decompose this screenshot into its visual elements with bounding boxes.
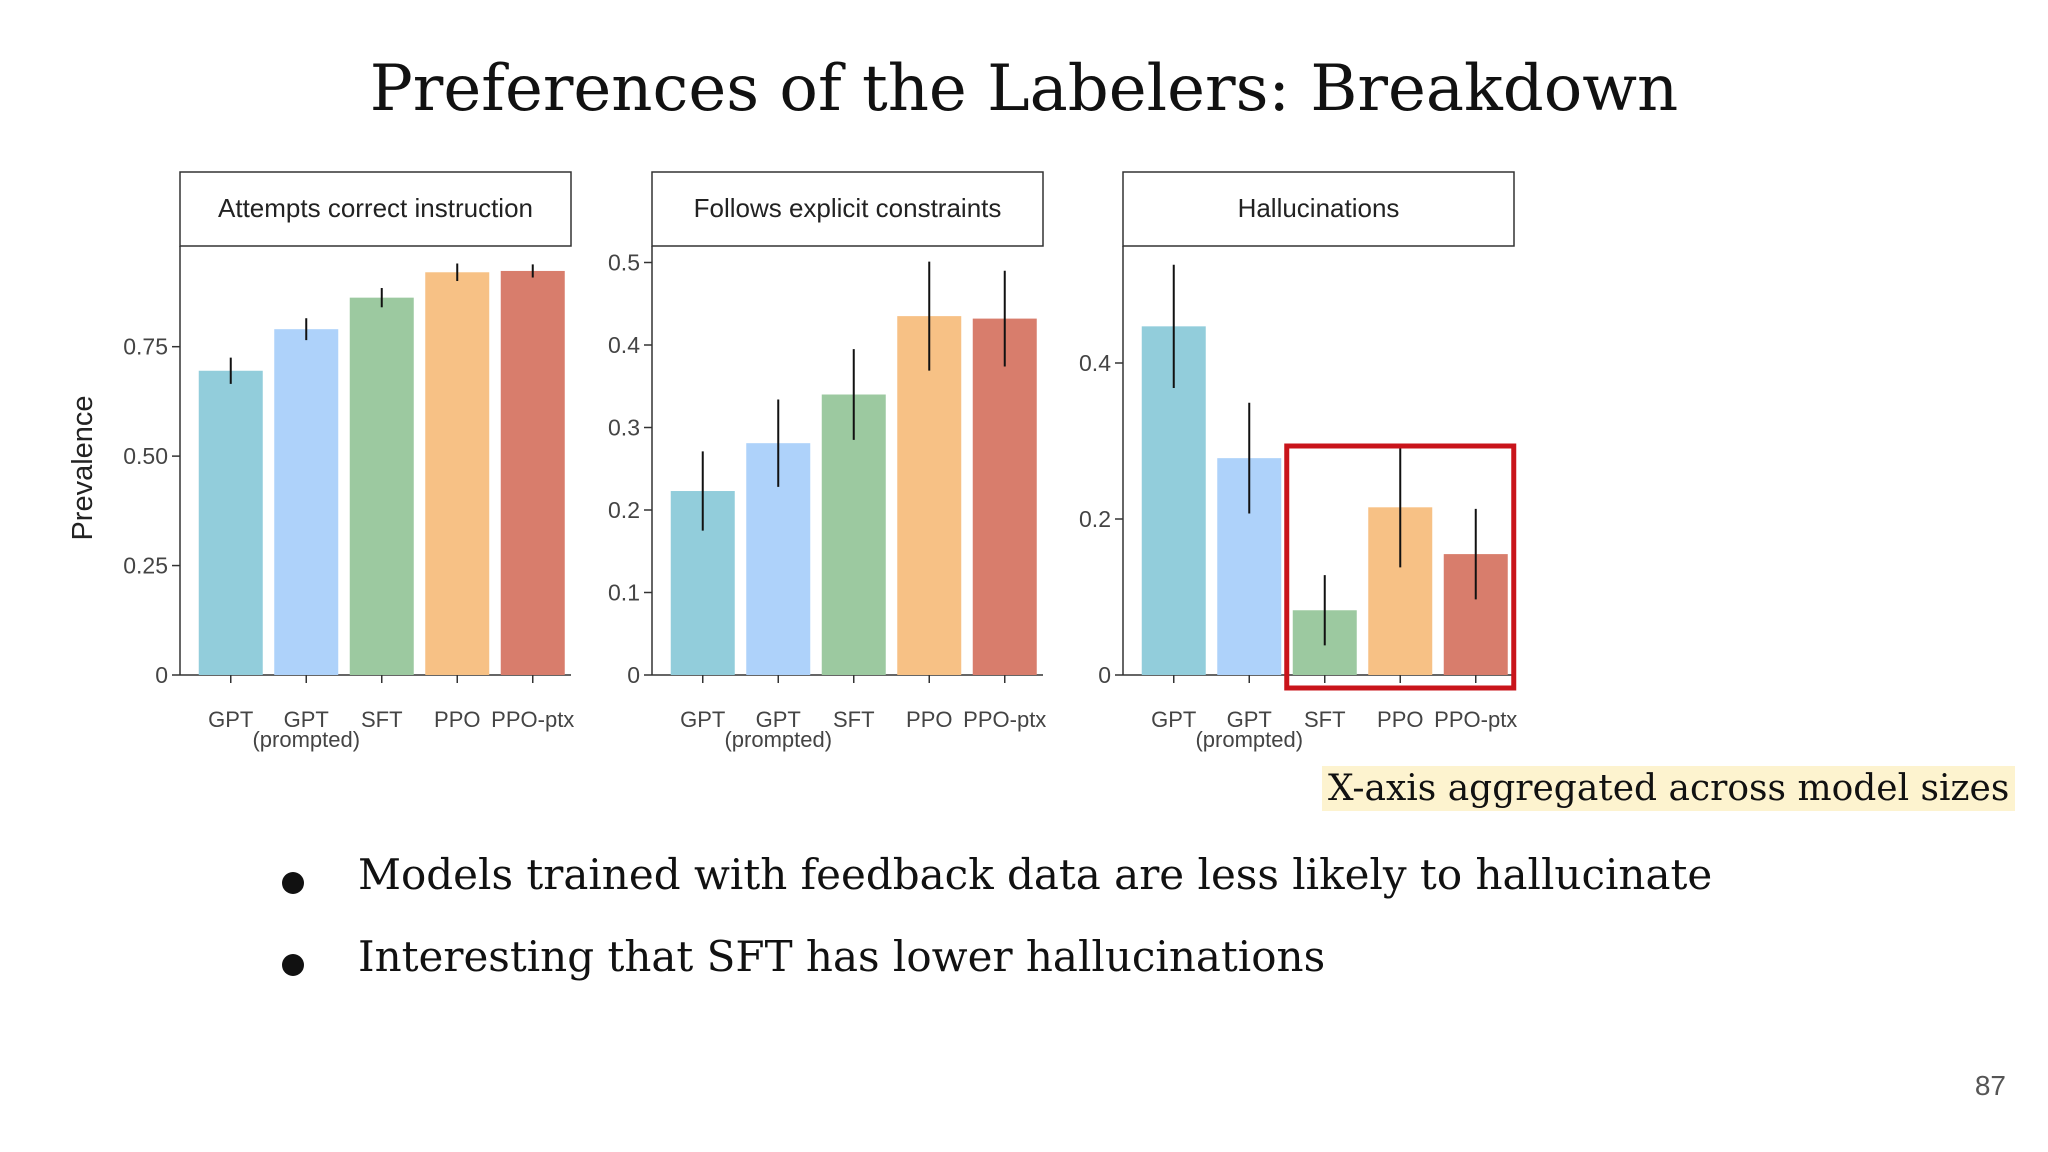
x-tick-label: SFT — [833, 707, 875, 732]
bullet-dot-icon — [282, 872, 304, 894]
x-tick-label: PPO — [1377, 707, 1423, 732]
x-tick-label: PPO-ptx — [963, 707, 1046, 732]
y-tick-label: 0.4 — [608, 332, 640, 358]
bar — [198, 370, 263, 675]
bullet-item: Interesting that SFT has lower hallucina… — [270, 932, 1712, 1014]
bar — [500, 270, 565, 675]
y-tick-label: 0.75 — [123, 334, 168, 360]
facet-title: Attempts correct instruction — [218, 193, 533, 223]
x-tick-label: GPT — [1227, 707, 1272, 732]
bar — [274, 329, 339, 675]
x-tick-label: PPO — [906, 707, 952, 732]
x-tick-label: (prompted) — [252, 727, 360, 752]
y-tick-label: 0 — [627, 662, 640, 688]
x-tick-label: GPT — [680, 707, 725, 732]
bar — [425, 272, 490, 675]
bullet-list: Models trained with feedback data are le… — [270, 850, 1712, 1014]
x-tick-label: GPT — [284, 707, 329, 732]
x-tick-label: GPT — [208, 707, 253, 732]
y-tick-label: 0 — [155, 662, 168, 688]
bullet-text: Interesting that SFT has lower hallucina… — [358, 932, 1326, 981]
y-tick-label: 0.3 — [608, 415, 640, 441]
bar — [972, 318, 1037, 675]
y-tick-label: 0.4 — [1079, 350, 1111, 376]
slide-title: Preferences of the Labelers: Breakdown — [369, 52, 1679, 126]
facet-header-box — [179, 171, 572, 247]
y-axis-label: Prevalence — [67, 395, 99, 540]
page-number: 87 — [1974, 1070, 2006, 1101]
y-tick-label: 0.25 — [123, 553, 168, 579]
x-tick-label: SFT — [361, 707, 403, 732]
bar — [821, 394, 886, 675]
faceted-bar-charts: Prevalence Attempts correct instruction 0… — [67, 171, 1517, 752]
y-tick-label: 0.5 — [608, 250, 640, 276]
y-tick-label: 0.2 — [608, 497, 640, 523]
note-text: X-axis aggregated across model sizes — [1322, 766, 2016, 811]
x-tick-label: (prompted) — [1195, 727, 1303, 752]
y-tick-label: 0.1 — [608, 580, 640, 606]
x-tick-label: PPO-ptx — [1434, 707, 1517, 732]
x-tick-label: (prompted) — [724, 727, 832, 752]
bullet-item: Models trained with feedback data are le… — [270, 850, 1712, 932]
bar — [897, 316, 962, 675]
x-tick-label: GPT — [1151, 707, 1196, 732]
x-tick-label: GPT — [756, 707, 801, 732]
x-tick-label: SFT — [1304, 707, 1346, 732]
bar — [349, 297, 414, 675]
facet-title: Hallucinations — [1238, 193, 1400, 223]
x-tick-label: PPO — [434, 707, 480, 732]
highlight-box — [1284, 443, 1517, 691]
facet-header-box — [651, 171, 1044, 247]
facet-header-box — [1122, 171, 1515, 247]
bullet-text: Models trained with feedback data are le… — [358, 850, 1713, 899]
x-tick-label: PPO-ptx — [491, 707, 574, 732]
y-tick-label: 0 — [1098, 662, 1111, 688]
y-tick-label: 0.50 — [123, 443, 168, 469]
y-tick-label: 0.2 — [1079, 506, 1111, 532]
facet-title: Follows explicit constraints — [694, 193, 1002, 223]
bullet-dot-icon — [282, 954, 304, 976]
